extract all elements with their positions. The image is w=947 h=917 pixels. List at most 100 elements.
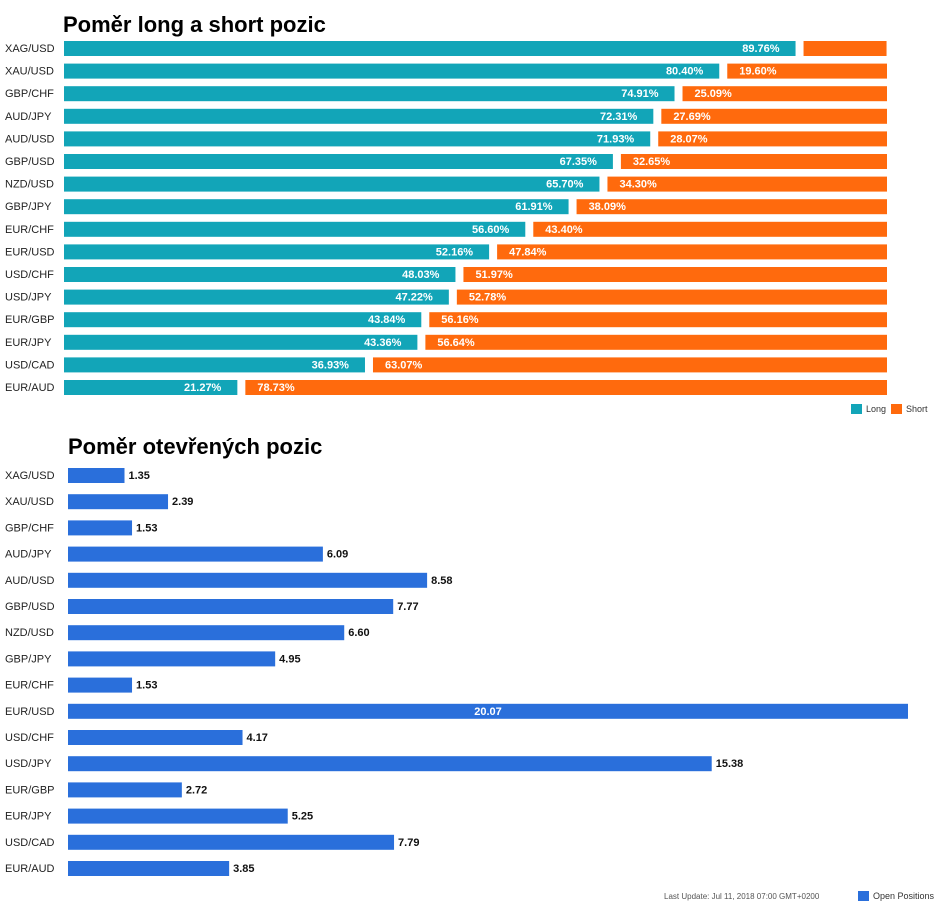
legend-long-swatch	[851, 404, 862, 414]
chart2-value-label-eur-aud: 3.85	[233, 863, 254, 875]
chart2-value-label-nzd-usd: 6.60	[348, 627, 369, 639]
chart1-category-label-nzd-usd: NZD/USD	[5, 179, 54, 191]
chart1-short-value-label-eur-jpy: 56.64%	[437, 337, 475, 349]
chart1-short-bar-usd-chf	[463, 267, 887, 282]
chart1-category-label-eur-jpy: EUR/JPY	[5, 337, 52, 349]
chart1-short-value-label-usd-jpy: 52.78%	[469, 292, 507, 304]
chart1-category-label-usd-chf: USD/CHF	[5, 269, 54, 281]
chart1-short-bar-eur-jpy	[425, 334, 887, 350]
chart2-bar-eur-chf	[68, 677, 133, 693]
chart1-short-bar-eur-chf	[533, 221, 887, 237]
chart1-short-value-label-gbp-usd: 32.65%	[633, 156, 671, 168]
chart2-category-label-aud-usd: AUD/USD	[5, 575, 55, 587]
chart2-category-label-eur-aud: EUR/AUD	[5, 863, 55, 875]
chart2-value-label-aud-usd: 8.58	[431, 575, 452, 587]
chart1-long-bar-eur-usd	[64, 244, 490, 260]
chart2-bar-aud-usd	[68, 572, 428, 588]
chart1-short-bar-xau-usd	[727, 63, 887, 79]
chart1-title: Poměr long a short pozic	[63, 12, 326, 37]
chart1-long-value-label-xau-usd: 80.40%	[666, 66, 704, 78]
chart2-bar-usd-chf	[68, 730, 243, 745]
chart2-value-label-aud-jpy: 6.09	[327, 549, 348, 561]
chart1-short-bar-aud-usd	[658, 131, 887, 147]
chart2-title: Poměr otevřených pozic	[68, 434, 322, 459]
chart2-value-label-gbp-chf: 1.53	[136, 522, 157, 534]
chart1-short-bar-xag-usd	[803, 41, 887, 56]
chart1-category-label-usd-jpy: USD/JPY	[5, 292, 52, 304]
chart1-long-bar-usd-cad	[64, 357, 365, 373]
chart1-short-bar-gbp-jpy	[576, 199, 887, 215]
legend-open-positions-swatch	[858, 891, 869, 901]
chart1-short-value-label-usd-cad: 63.07%	[385, 359, 423, 371]
chart2-bar-aud-jpy	[68, 546, 323, 562]
chart1-short-bar-gbp-usd	[620, 154, 887, 169]
chart1-long-value-label-nzd-usd: 65.70%	[546, 179, 584, 191]
chart1-category-label-gbp-jpy: GBP/JPY	[5, 201, 52, 213]
chart2-category-label-nzd-usd: NZD/USD	[5, 627, 54, 639]
chart2-bar-usd-cad	[68, 834, 395, 850]
chart2-category-label-gbp-usd: GBP/USD	[5, 601, 55, 613]
chart2-category-label-eur-jpy: EUR/JPY	[5, 811, 52, 823]
chart1-short-value-label-eur-aud: 78.73%	[257, 382, 295, 394]
chart1-short-bar-nzd-usd	[607, 176, 887, 192]
chart1-short-bar-usd-cad	[372, 357, 887, 373]
chart1-short-value-label-nzd-usd: 34.30%	[619, 179, 657, 191]
chart1-long-value-label-usd-jpy: 47.22%	[396, 292, 434, 304]
chart2-value-label-usd-cad: 7.79	[398, 837, 419, 849]
chart1-short-value-label-xau-usd: 19.60%	[739, 66, 777, 78]
chart1-long-value-label-eur-gbp: 43.84%	[368, 314, 406, 326]
chart2-category-label-gbp-chf: GBP/CHF	[5, 522, 54, 534]
chart2-bar-gbp-usd	[68, 599, 394, 614]
chart1-bars: XAG/USD 89.76% XAU/USD 80.40% 19.60% GBP/CHF 7…	[5, 41, 888, 395]
chart1-category-label-usd-cad: USD/CAD	[5, 359, 55, 371]
chart1-long-bar-gbp-usd	[64, 154, 613, 169]
chart2-bar-eur-gbp	[68, 782, 182, 798]
chart2-value-label-eur-usd: 20.07	[474, 706, 502, 718]
chart1-category-label-aud-usd: AUD/USD	[5, 133, 55, 145]
chart1-long-bar-eur-aud	[64, 380, 238, 395]
chart2-value-label-gbp-jpy: 4.95	[279, 653, 300, 665]
chart2-value-label-usd-jpy: 15.38	[716, 758, 744, 770]
chart2-category-label-usd-cad: USD/CAD	[5, 837, 55, 849]
chart1-category-label-gbp-chf: GBP/CHF	[5, 88, 54, 100]
chart2-category-label-usd-chf: USD/CHF	[5, 732, 54, 744]
chart1-long-value-label-eur-aud: 21.27%	[184, 382, 222, 394]
chart1-short-value-label-gbp-jpy: 38.09%	[589, 201, 627, 213]
chart1-category-label-eur-usd: EUR/USD	[5, 246, 55, 258]
chart1-long-bar-eur-chf	[64, 221, 526, 237]
chart2-category-label-aud-jpy: AUD/JPY	[5, 549, 52, 561]
chart1-category-label-xag-usd: XAG/USD	[5, 43, 55, 55]
chart1-category-label-xau-usd: XAU/USD	[5, 66, 54, 78]
chart2-bar-xau-usd	[68, 494, 169, 510]
chart2-bar-eur-jpy	[68, 808, 288, 824]
chart1-long-value-label-eur-chf: 56.60%	[472, 224, 510, 236]
chart1-long-value-label-gbp-jpy: 61.91%	[515, 201, 553, 213]
chart1-long-value-label-eur-jpy: 43.36%	[364, 337, 402, 349]
chart2-value-label-xag-usd: 1.35	[129, 470, 150, 482]
chart2-category-label-eur-usd: EUR/USD	[5, 706, 55, 718]
chart1-short-bar-eur-aud	[245, 380, 888, 395]
legend-open-positions-label: Open Positions	[873, 891, 935, 901]
chart1-long-bar-eur-jpy	[64, 334, 418, 350]
chart1-short-bar-eur-usd	[497, 244, 887, 260]
chart1-long-value-label-usd-chf: 48.03%	[402, 269, 440, 281]
chart2-value-label-eur-jpy: 5.25	[292, 811, 313, 823]
chart1-short-bar-aud-jpy	[661, 108, 887, 124]
chart1-long-bar-aud-jpy	[64, 108, 654, 124]
chart2-category-label-gbp-jpy: GBP/JPY	[5, 653, 52, 665]
chart1-short-value-label-gbp-chf: 25.09%	[695, 88, 733, 100]
chart1-long-value-label-xag-usd: 89.76%	[742, 43, 780, 55]
legend-short-label: Short	[906, 404, 928, 414]
legend-long-label: Long	[866, 404, 886, 414]
chart1-short-bar-gbp-chf	[682, 86, 887, 102]
chart1-category-label-eur-aud: EUR/AUD	[5, 382, 55, 394]
chart1-long-bar-xau-usd	[64, 63, 720, 79]
chart2-bar-gbp-chf	[68, 520, 133, 536]
chart1-long-bar-nzd-usd	[64, 176, 600, 192]
chart1-long-bar-gbp-jpy	[64, 199, 569, 215]
chart1-long-bar-usd-jpy	[64, 289, 449, 305]
chart1-long-value-label-aud-usd: 71.93%	[597, 133, 635, 145]
chart1-short-value-label-eur-gbp: 56.16%	[441, 314, 479, 326]
chart2-value-label-usd-chf: 4.17	[247, 732, 268, 744]
